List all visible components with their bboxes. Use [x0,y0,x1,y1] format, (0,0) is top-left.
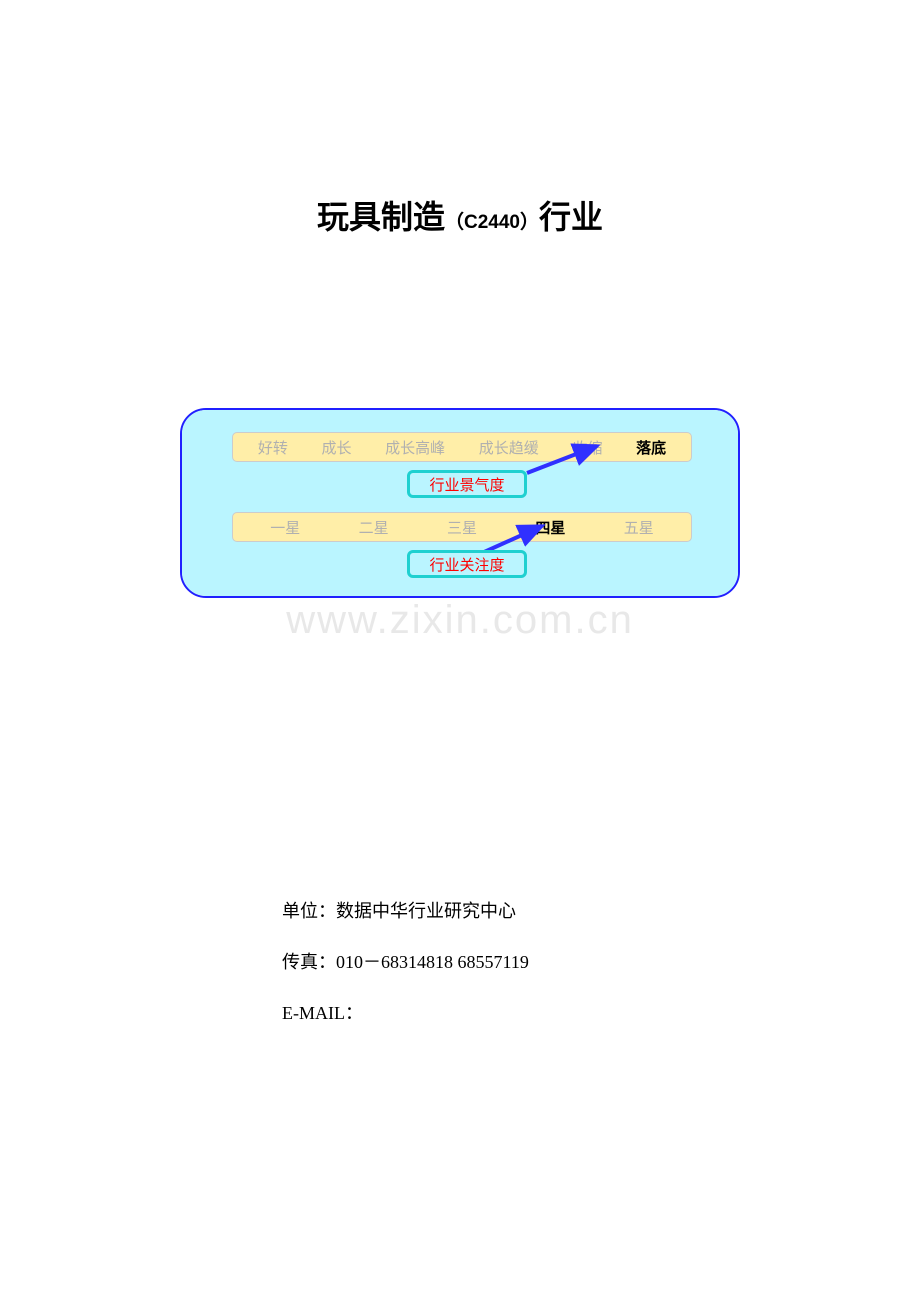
indicator-panel: 好转 成长 成长高峰 成长趋缓 收缩 落底 行业景气度 一星 二星 三星 四星 … [180,408,740,598]
attention-option-active: 四星 [535,517,565,538]
attention-option: 五星 [624,517,654,538]
attention-label-text: 行业关注度 [429,554,504,575]
attention-label: 行业关注度 [407,550,527,578]
document-title: 玩具制造（C2440）行业 [0,192,920,238]
prosperity-label-text: 行业景气度 [429,474,504,495]
title-suffix: 行业 [539,199,603,235]
contact-org-value: 数据中华行业研究中心 [336,901,516,921]
contact-org-label: 单位： [282,901,336,921]
attention-option: 三星 [447,517,477,538]
contact-org: 单位：数据中华行业研究中心 [282,888,529,935]
prosperity-option: 好转 [258,437,288,458]
title-main: 玩具制造 [317,199,445,235]
watermark: www.zixin.com.cn [0,598,920,643]
contact-fax-label: 传真： [282,952,336,972]
prosperity-option-active: 落底 [636,437,666,458]
contact-fax-value: 010－68314818 68557119 [336,952,529,972]
prosperity-option: 成长高峰 [385,437,445,458]
attention-option: 一星 [270,517,300,538]
attention-options-bar: 一星 二星 三星 四星 五星 [232,512,692,542]
prosperity-option: 收缩 [572,437,602,458]
title-code: （C2440） [445,212,539,233]
contact-email: E-MAIL： [282,990,529,1037]
prosperity-options-bar: 好转 成长 成长高峰 成长趋缓 收缩 落底 [232,432,692,462]
prosperity-label: 行业景气度 [407,470,527,498]
prosperity-option: 成长 [321,437,351,458]
contact-block: 单位：数据中华行业研究中心 传真：010－68314818 68557119 E… [282,888,529,1040]
attention-option: 二星 [359,517,389,538]
contact-fax: 传真：010－68314818 68557119 [282,939,529,986]
prosperity-option: 成长趋缓 [479,437,539,458]
contact-email-label: E-MAIL： [282,1003,363,1023]
